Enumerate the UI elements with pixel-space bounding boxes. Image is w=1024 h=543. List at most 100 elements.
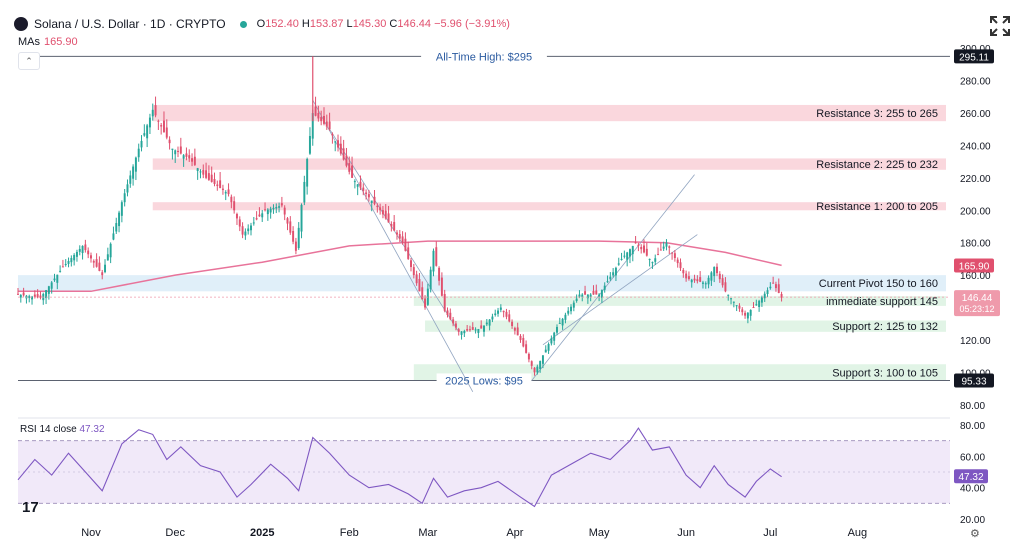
candle-body — [648, 258, 651, 260]
candle-body — [283, 207, 286, 215]
low-value: 145.30 — [352, 18, 387, 30]
collapse-legend-button[interactable]: ⌃ — [18, 52, 40, 70]
candle-body — [115, 223, 118, 232]
candle-body — [735, 305, 738, 307]
candle-body — [151, 109, 154, 117]
candle-body — [744, 312, 747, 316]
candle-body — [508, 314, 511, 322]
candle-body — [162, 120, 165, 133]
zone-band — [425, 320, 946, 332]
candle-body — [452, 319, 455, 324]
zone-label: immediate support 145 — [826, 296, 938, 308]
candle-body — [614, 267, 617, 276]
candle-body — [570, 306, 573, 312]
candle-body — [238, 219, 241, 227]
candle-body — [687, 276, 690, 280]
candle-body — [56, 274, 59, 283]
candle-body — [466, 329, 469, 331]
candle-body — [561, 318, 564, 326]
low-badge: 95.33 — [961, 376, 986, 387]
candle-body — [654, 258, 657, 262]
candle-body — [154, 105, 157, 116]
settings-icon[interactable]: ⚙ — [970, 528, 980, 540]
ath-badge-bg — [954, 49, 994, 64]
candle-body — [758, 300, 761, 308]
candle-body — [244, 231, 247, 236]
candle-body — [673, 253, 676, 258]
candle-body — [626, 252, 629, 260]
y-tick-label: 240.00 — [960, 141, 991, 152]
ohlc-readout: O152.40 H153.87 L145.30 C146.44 −5.96 (−… — [256, 18, 510, 30]
candle-body — [146, 125, 149, 139]
symbol-title[interactable]: Solana / U.S. Dollar · 1D · CRYPTO — [34, 17, 226, 31]
candle-body — [668, 246, 671, 248]
y-tick-label: 200.00 — [960, 206, 991, 217]
fullscreen-icon[interactable] — [988, 14, 1012, 38]
x-tick-label: Jun — [677, 527, 695, 539]
x-tick-label: Mar — [418, 527, 437, 539]
ma-legend[interactable]: MAs 165.90 — [18, 36, 78, 48]
candle-body — [659, 249, 662, 251]
candle-body — [98, 262, 101, 271]
zone-label: Resistance 1: 200 to 205 — [816, 201, 938, 213]
candle-body — [353, 181, 356, 183]
candle-body — [137, 148, 140, 158]
candle-body — [567, 310, 570, 314]
candle-body — [572, 302, 575, 308]
candle-body — [320, 116, 323, 122]
candle-body — [612, 272, 615, 276]
ma-label: MAs — [18, 36, 40, 48]
candle-body — [547, 343, 550, 351]
rsi-badge: 47.32 — [958, 472, 983, 483]
candle-body — [182, 155, 185, 159]
candle-body — [774, 284, 777, 289]
candle-body — [207, 173, 210, 180]
trend-line — [312, 99, 474, 392]
rsi-line — [17, 427, 782, 508]
candle-body — [589, 294, 592, 297]
candle-body — [221, 188, 224, 191]
candle-body — [578, 294, 581, 297]
candle-body — [637, 244, 640, 246]
candle-body — [690, 279, 693, 283]
candle-body — [84, 244, 87, 251]
candle-body — [165, 127, 168, 138]
zone-label: Support 2: 125 to 132 — [832, 321, 938, 333]
candle-body — [303, 181, 306, 203]
candle-body — [435, 247, 438, 266]
candle-body — [31, 296, 34, 300]
y-tick-label: 120.00 — [960, 336, 991, 347]
candle-body — [216, 184, 219, 186]
candle-body — [609, 276, 612, 280]
candle-body — [651, 262, 654, 264]
level-label-bg — [421, 49, 547, 64]
candle-body — [488, 319, 491, 326]
candle-body — [671, 252, 674, 254]
candle-body — [64, 264, 67, 266]
candle-body — [457, 329, 460, 332]
candle-body — [224, 192, 227, 194]
candle-body — [129, 175, 132, 184]
candle-body — [348, 163, 351, 172]
rsi-tick-label: 40.00 — [960, 484, 985, 495]
candle-body — [376, 205, 379, 208]
candle-body — [497, 310, 500, 314]
candle-body — [449, 312, 452, 320]
candle-body — [432, 250, 435, 272]
candle-body — [575, 298, 578, 301]
candle-body — [289, 221, 292, 233]
candle-body — [600, 290, 603, 298]
candle-body — [541, 355, 544, 364]
candle-body — [373, 196, 376, 204]
candle-body — [202, 169, 205, 175]
candle-body — [365, 192, 368, 195]
rsi-value: 47.32 — [79, 424, 104, 435]
candle-body — [314, 106, 317, 116]
candle-body — [104, 264, 107, 273]
candle-body — [483, 325, 485, 332]
change-value: −5.96 (−3.91%) — [434, 18, 510, 30]
rsi-tick-label: 60.00 — [960, 452, 985, 463]
candle-body — [443, 293, 446, 311]
